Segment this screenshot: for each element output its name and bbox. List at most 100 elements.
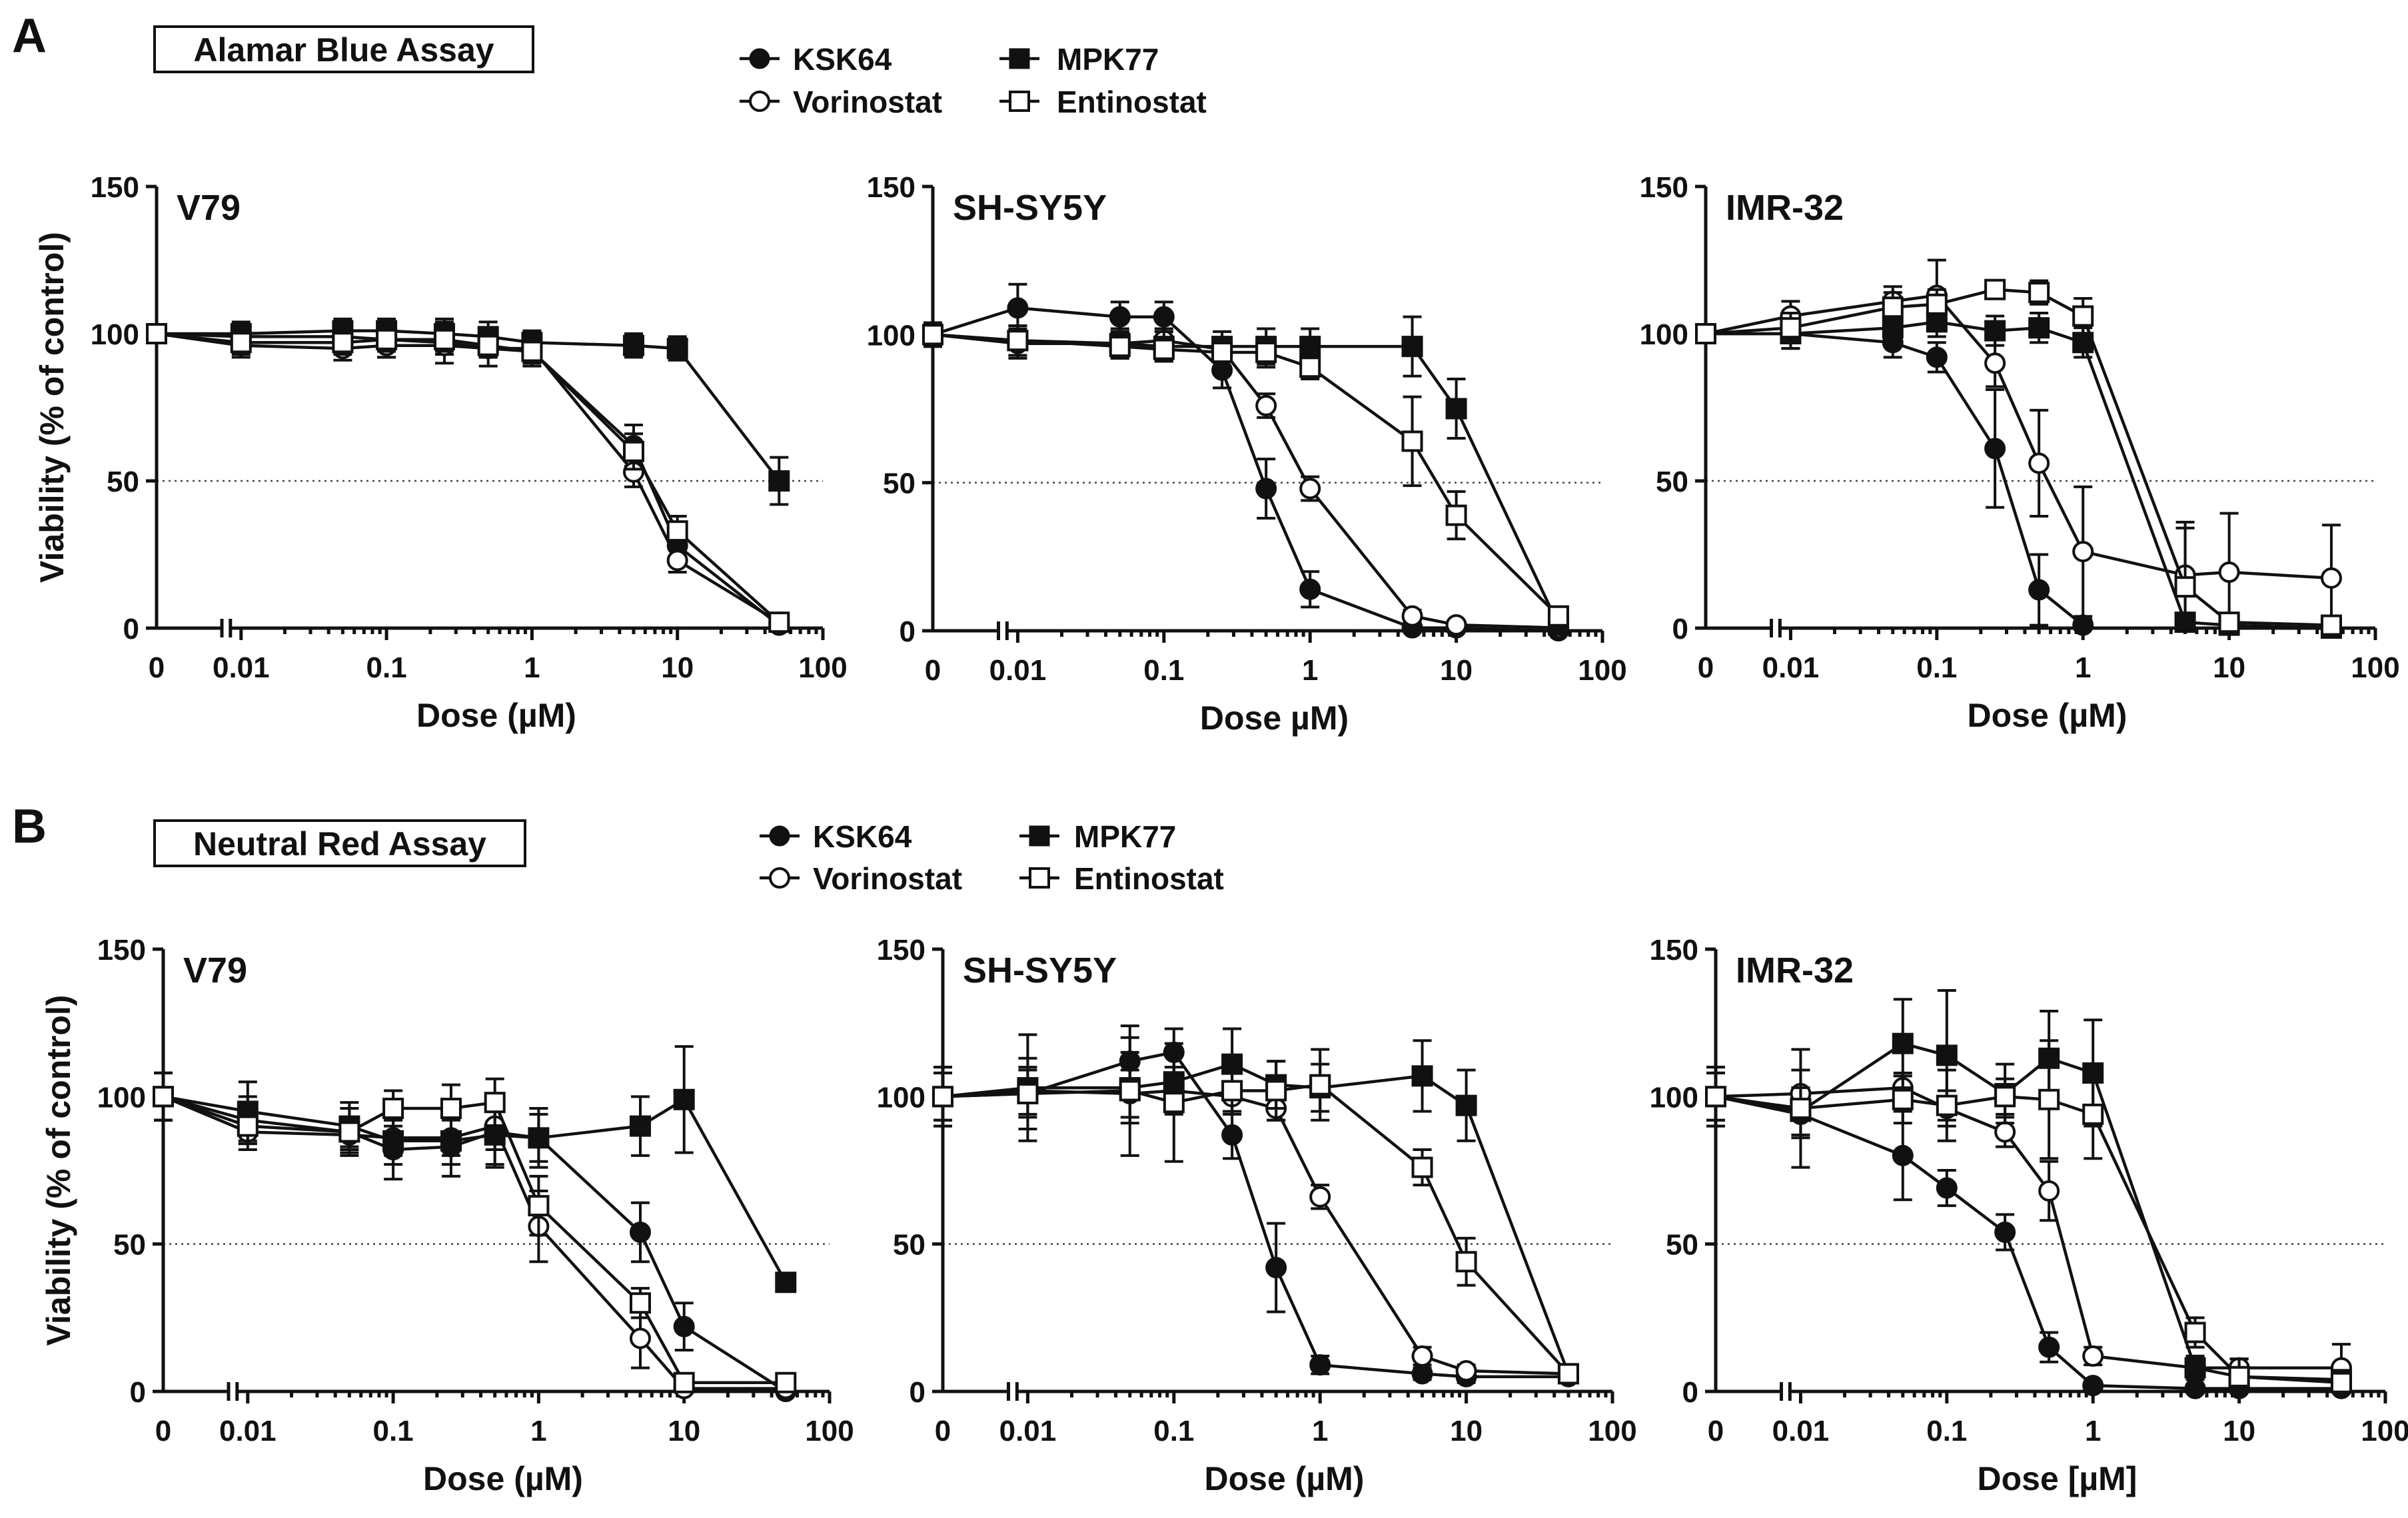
plot-alamar-v79-point-open-square — [477, 334, 499, 356]
plot-alamar-v79-series-line-vorinostat — [156, 332, 780, 624]
plot-alamar-shsy5y-y-tick-label: 0 — [900, 615, 915, 648]
plot-neutral-shsy5y-point-filled-square — [1411, 1065, 1433, 1087]
plot-neutral-v79-y-label: Viability (% of control) — [40, 995, 77, 1346]
plot-neutral-v79-point-open-square — [629, 1292, 651, 1314]
plot-alamar-imr32-point-filled-circle — [2072, 614, 2094, 636]
plot-alamar-imr32-series-entinostat — [1695, 278, 2342, 636]
plot-alamar-shsy5y-point-filled-circle — [1109, 306, 1131, 328]
open-circle-icon — [749, 91, 770, 112]
plot-neutral-v79-point-open-square — [382, 1098, 404, 1120]
plot-neutral-shsy5y-x-tick-label: 1 — [1312, 1415, 1328, 1447]
plot-neutral-imr32-point-open-square — [2038, 1088, 2060, 1110]
plot-alamar-shsy5y-point-open-circle — [1299, 478, 1321, 500]
plot-neutral-v79-point-open-square — [440, 1098, 462, 1120]
plot-alamar-imr32-x-tick-label: 100 — [2351, 651, 2399, 684]
plot-neutral-v79-x-tick-label: 0.1 — [373, 1415, 414, 1447]
plot-alamar-imr32-point-open-square — [2028, 282, 2050, 304]
plot-alamar-imr32-point-open-circle — [2028, 452, 2050, 474]
plot-neutral-v79-title: V79 — [183, 950, 247, 990]
plot-neutral-shsy5y-series-line-vorinostat — [942, 1089, 1569, 1375]
filled-square-icon — [1029, 825, 1050, 847]
plot-neutral-imr32-point-open-square — [1892, 1088, 1914, 1110]
plot-alamar-imr32-point-open-square — [2072, 305, 2094, 327]
filled-circle-icon — [769, 825, 790, 847]
plot-alamar-imr32-x-label: Dose (µM) — [1968, 697, 2127, 734]
plot-alamar-v79-point-filled-square — [666, 338, 688, 360]
plot-alamar-imr32-title: IMR-32 — [1726, 188, 1844, 228]
plot-alamar-imr32-series-ksk64 — [1695, 317, 2094, 636]
plot-neutral-v79-y-tick-label: 100 — [97, 1081, 146, 1114]
plot-neutral-shsy5y-point-open-square — [1119, 1080, 1141, 1102]
plot-neutral-imr32-point-filled-square — [1936, 1044, 1958, 1066]
legend-b-mpk77: MPK77 — [1019, 819, 1176, 854]
plot-alamar-v79-point-filled-square — [768, 470, 790, 492]
plot-neutral-v79-series-mpk77 — [153, 1045, 797, 1294]
plot-alamar-v79-point-open-square — [376, 328, 398, 350]
plot-neutral-shsy5y-point-open-square — [1265, 1080, 1287, 1102]
plot-neutral-imr32-point-open-circle — [1994, 1121, 2016, 1143]
plot-neutral-v79-point-open-square — [775, 1371, 797, 1393]
plot-alamar-imr32-y-tick-label: 0 — [1672, 613, 1688, 645]
plot-neutral-imr32-point-open-square — [2330, 1371, 2352, 1393]
plot-alamar-imr32-point-open-square — [1984, 278, 2006, 300]
plot-neutral-imr32-y-tick-label: 50 — [1666, 1229, 1698, 1262]
plot-alamar-shsy5y-point-open-square — [1445, 504, 1467, 526]
assay-title-b: Neutral Red Assay — [193, 825, 486, 863]
plot-neutral-shsy5y-x-label: Dose (µM) — [1205, 1460, 1365, 1497]
plot-neutral-shsy5y-point-open-square — [1221, 1080, 1243, 1102]
plot-alamar-imr32-point-open-circle — [1984, 352, 2006, 374]
plot-neutral-shsy5y-point-open-square — [1017, 1082, 1039, 1104]
plot-alamar-v79-x-tick-label: 0.1 — [366, 651, 407, 684]
plot-alamar-shsy5y-point-open-circle — [1445, 614, 1467, 636]
plot-alamar-shsy5y-point-filled-square — [1401, 336, 1423, 358]
plot-alamar-shsy5y-point-open-square — [922, 324, 943, 346]
plot-alamar-imr32: 0 50 100 150 0 0.01 0.1 1 10 100 IMR-32 Dose (µM) — [1640, 171, 2400, 734]
plot-neutral-imr32-series-line-mpk77 — [1715, 1042, 2342, 1381]
plot-neutral-v79-y-tick-label: 0 — [130, 1376, 146, 1409]
plot-neutral-shsy5y-point-open-circle — [1455, 1360, 1477, 1382]
plot-alamar-v79-point-open-square — [622, 440, 644, 462]
plot-alamar-shsy5y-x-tick-label: 0 — [925, 654, 941, 687]
legend-b-mpk77-label: MPK77 — [1074, 819, 1176, 854]
plot-neutral-v79-point-open-square — [528, 1195, 550, 1217]
plot-neutral-imr32-x-tick-label: 0 — [1708, 1415, 1724, 1447]
plot-neutral-shsy5y-point-filled-square — [1455, 1094, 1477, 1116]
plot-alamar-shsy5y-x-tick-label: 10 — [1440, 654, 1473, 687]
plot-neutral-shsy5y-x-tick-label: 0 — [935, 1415, 951, 1447]
plot-alamar-shsy5y: 0 50 100 150 0 0.01 0.1 1 10 100 SH-SY5Y Dose µM) — [867, 171, 1627, 737]
plot-neutral-v79-x-tick-label: 0 — [155, 1415, 171, 1447]
plot-neutral-shsy5y: 0 50 100 150 0 0.01 0.1 1 10 100 SH-SY5Y Dose (µM) — [877, 934, 1637, 1497]
plot-neutral-shsy5y-y-tick-label: 100 — [877, 1081, 925, 1114]
plot-neutral-v79-x-tick-label: 10 — [668, 1415, 700, 1447]
assay-title-box-b: Neutral Red Assay — [153, 819, 526, 867]
plot-alamar-imr32-point-open-circle — [2320, 567, 2342, 589]
plot-alamar-shsy5y-series-vorinostat — [922, 321, 1569, 639]
plot-neutral-shsy5y-point-open-square — [1455, 1251, 1477, 1273]
plot-alamar-v79-series-vorinostat — [146, 323, 790, 633]
plot-neutral-imr32-series-entinostat — [1705, 1039, 2352, 1393]
plot-neutral-shsy5y-point-filled-circle — [1411, 1363, 1433, 1385]
plot-alamar-shsy5y-point-open-square — [1401, 430, 1423, 452]
plot-neutral-v79-point-filled-square — [673, 1088, 695, 1110]
plot-neutral-imr32-point-open-circle — [2082, 1345, 2104, 1367]
plot-neutral-v79-y-tick-label: 150 — [97, 934, 146, 966]
plot-alamar-imr32-x-tick-label: 0 — [1698, 651, 1714, 684]
plot-neutral-imr32-point-filled-circle — [2082, 1375, 2104, 1397]
legend-a-mpk77: MPK77 — [999, 42, 1159, 77]
plot-alamar-v79-y-tick-label: 150 — [91, 171, 139, 204]
filled-square-icon — [1009, 48, 1030, 69]
plot-alamar-shsy5y-point-open-square — [1299, 356, 1321, 378]
plot-neutral-v79-point-open-square — [338, 1121, 360, 1143]
plot-alamar-v79-point-open-square — [146, 323, 167, 344]
plot-neutral-shsy5y-point-open-square — [1163, 1092, 1185, 1114]
plot-alamar-shsy5y-point-open-circle — [1401, 605, 1423, 627]
plot-alamar-imr32-point-open-square — [1695, 323, 1716, 344]
plot-neutral-imr32-point-open-square — [2228, 1365, 2250, 1387]
plot-alamar-imr32-y-tick-label: 50 — [1656, 466, 1688, 498]
plot-alamar-v79-x-tick-label: 10 — [661, 651, 694, 684]
plot-neutral-shsy5y-y-tick-label: 150 — [877, 934, 925, 966]
plot-alamar-shsy5y-series-entinostat — [922, 321, 1569, 627]
plot-neutral-v79-point-filled-square — [528, 1127, 550, 1149]
plot-alamar-imr32-point-filled-circle — [2028, 579, 2050, 601]
